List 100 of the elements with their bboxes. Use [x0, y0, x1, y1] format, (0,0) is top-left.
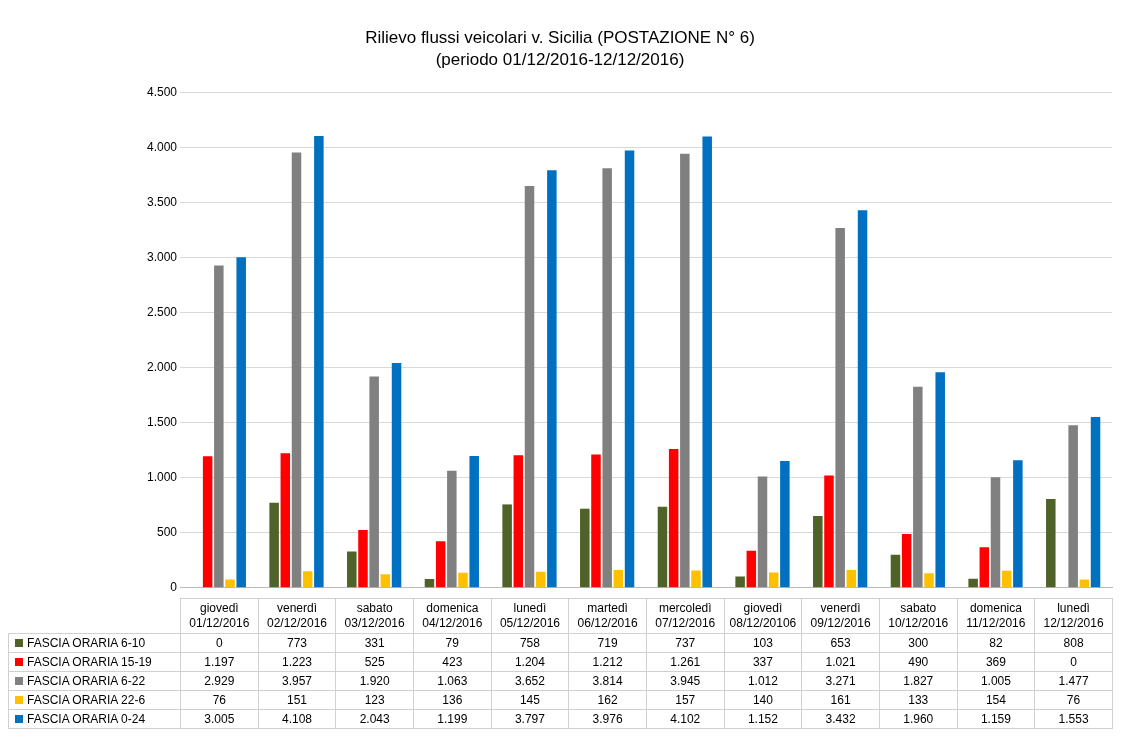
- x-tick-label: sabato 03/12/2016: [335, 598, 414, 634]
- chart-subtitle: (periodo 01/12/2016-12/12/2016): [435, 50, 685, 70]
- data-label: 758: [491, 633, 569, 653]
- data-label: 154: [957, 690, 1035, 710]
- data-label: 490: [879, 652, 958, 672]
- x-tick-label: venerdì 09/12/2016: [801, 598, 880, 634]
- data-label: 1.152: [724, 709, 802, 729]
- bar: [1013, 460, 1023, 588]
- data-label: 82: [957, 633, 1035, 653]
- data-label: 1.204: [491, 652, 569, 672]
- bar: [990, 477, 1001, 588]
- legend-label: FASCIA ORARIA 0-24: [8, 709, 181, 729]
- y-tick-label: 3.500: [146, 195, 178, 210]
- data-label: 1.012: [724, 671, 802, 691]
- data-label: 1.827: [879, 671, 958, 691]
- bar: [691, 570, 701, 588]
- bar: [225, 579, 235, 588]
- data-label: 145: [491, 690, 569, 710]
- data-label: 151: [258, 690, 336, 710]
- bar: [369, 376, 379, 588]
- data-label: 76: [1034, 690, 1113, 710]
- x-tick-label: lunedì 12/12/2016: [1034, 598, 1113, 634]
- bar: [1090, 416, 1101, 588]
- y-tick-label: 2.000: [146, 360, 178, 375]
- bar: [935, 372, 945, 588]
- data-label: 719: [568, 633, 647, 653]
- data-label: 1.005: [957, 671, 1035, 691]
- data-label: 103: [724, 633, 802, 653]
- x-tick-label: venerdì 02/12/2016: [258, 598, 336, 634]
- bar: [735, 576, 745, 588]
- bar: [391, 363, 402, 588]
- bar: [824, 475, 834, 588]
- data-label: 3.797: [491, 709, 569, 729]
- bar: [913, 386, 923, 588]
- bar: [901, 533, 912, 588]
- y-tick-label: 4.000: [146, 140, 178, 155]
- data-label: 1.223: [258, 652, 336, 672]
- data-label: 0: [1034, 652, 1113, 672]
- data-label: 1.199: [413, 709, 492, 729]
- data-label: 1.960: [879, 709, 958, 729]
- bar: [668, 449, 679, 588]
- data-label: 653: [801, 633, 880, 653]
- bar: [846, 570, 857, 588]
- bar: [447, 470, 457, 588]
- bar: [236, 257, 246, 588]
- data-label: 1.212: [568, 652, 647, 672]
- data-label: 1.477: [1034, 671, 1113, 691]
- bar: [968, 578, 978, 588]
- data-label: 369: [957, 652, 1035, 672]
- bar: [768, 572, 779, 588]
- bar: [1068, 425, 1078, 588]
- x-tick-label: mercoledì 07/12/2016: [646, 598, 725, 634]
- bar: [924, 573, 934, 588]
- bar: [591, 454, 601, 588]
- bar: [1079, 579, 1090, 588]
- bar: [1001, 570, 1012, 588]
- bar: [580, 508, 590, 588]
- bar: [1046, 498, 1056, 588]
- x-tick-label: giovedì 01/12/2016: [180, 598, 259, 634]
- bar: [269, 502, 279, 588]
- data-label: 162: [568, 690, 647, 710]
- data-label: 773: [258, 633, 336, 653]
- y-tick-label: 3.000: [146, 250, 178, 265]
- legend-label: FASCIA ORARIA 22-6: [8, 690, 181, 710]
- x-tick-label: martedì 06/12/2016: [568, 598, 647, 634]
- x-tick-label: giovedì 08/12/20106: [724, 598, 802, 634]
- data-label: 3.271: [801, 671, 880, 691]
- y-tick-label: 2.500: [146, 305, 178, 320]
- data-label: 3.652: [491, 671, 569, 691]
- data-label: 331: [335, 633, 414, 653]
- bar: [280, 453, 291, 588]
- bar: [657, 506, 668, 588]
- data-label: 3.005: [180, 709, 259, 729]
- data-label: 76: [180, 690, 259, 710]
- y-tick-label: 4.500: [146, 85, 178, 100]
- chart-title: Rilievo flussi veicolari v. Sicilia (POSTAZIONE N° 6): [365, 27, 755, 47]
- x-tick-label: sabato 10/12/2016: [879, 598, 958, 634]
- bar: [624, 150, 635, 588]
- bar: [835, 227, 845, 588]
- bar: [613, 569, 624, 588]
- data-label: 1.553: [1034, 709, 1113, 729]
- data-label: 1.063: [413, 671, 492, 691]
- bar: [547, 170, 557, 588]
- data-label: 3.957: [258, 671, 336, 691]
- bar: [202, 456, 213, 588]
- bar: [780, 461, 790, 588]
- data-label: 1.920: [335, 671, 414, 691]
- data-label: 3.945: [646, 671, 725, 691]
- data-label: 157: [646, 690, 725, 710]
- y-tick-label: 0: [170, 580, 178, 595]
- data-label: 337: [724, 652, 802, 672]
- data-label: 123: [335, 690, 414, 710]
- bar: [458, 572, 468, 588]
- y-tick-label: 1.000: [146, 470, 178, 485]
- legend-label: FASCIA ORARIA 15-19: [8, 652, 181, 672]
- bar: [380, 574, 391, 588]
- data-label: 3.432: [801, 709, 880, 729]
- bar: [979, 547, 990, 588]
- data-label: 79: [413, 633, 492, 653]
- bar: [469, 455, 479, 588]
